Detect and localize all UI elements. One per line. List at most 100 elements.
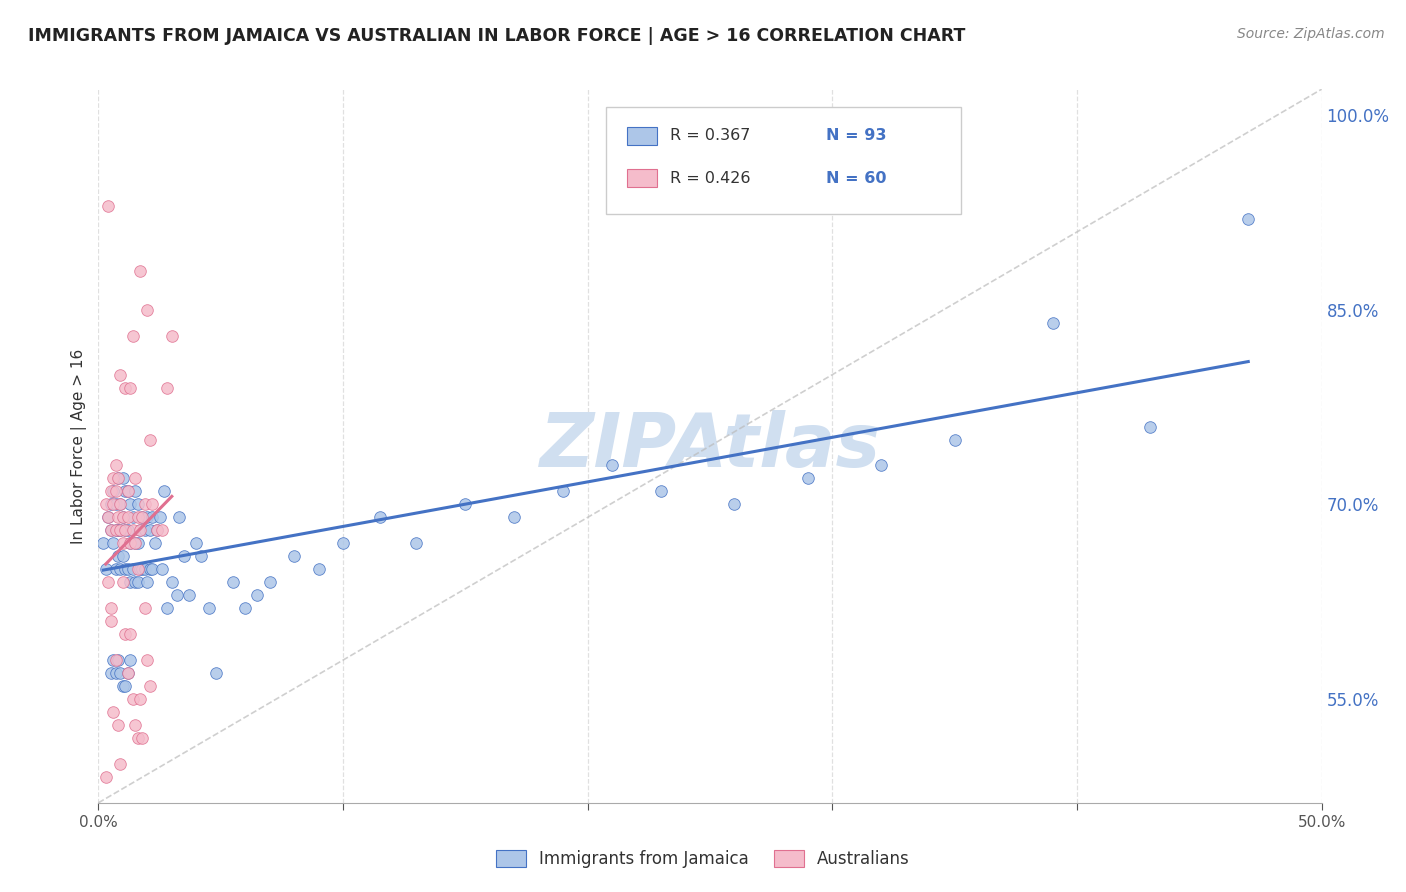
Point: [136, 510, 159, 524]
Text: R = 0.426: R = 0.426: [669, 171, 751, 186]
Point: [117, 524, 139, 538]
Point: [111, 679, 134, 693]
Point: [111, 549, 134, 564]
Point: [124, 575, 146, 590]
Point: [94, 562, 117, 576]
Point: [167, 510, 190, 524]
Point: [97, 199, 120, 213]
Point: [870, 458, 893, 473]
Point: [124, 536, 146, 550]
Point: [100, 484, 122, 499]
Point: [308, 562, 330, 576]
Point: [104, 484, 127, 499]
Point: [111, 536, 134, 550]
Legend: Immigrants from Jamaica, Australians: Immigrants from Jamaica, Australians: [489, 843, 917, 875]
Point: [110, 524, 132, 538]
Point: [117, 562, 139, 576]
Point: [120, 575, 142, 590]
Point: [124, 536, 146, 550]
Point: [146, 524, 169, 538]
Point: [129, 524, 152, 538]
Point: [94, 497, 117, 511]
Y-axis label: In Labor Force | Age > 16: In Labor Force | Age > 16: [72, 349, 87, 543]
Point: [153, 484, 176, 499]
Point: [104, 497, 127, 511]
Point: [100, 666, 122, 681]
Point: [332, 536, 354, 550]
Point: [104, 653, 127, 667]
Point: [120, 627, 142, 641]
Point: [160, 328, 183, 343]
Point: [110, 368, 132, 382]
Point: [101, 484, 124, 499]
Point: [110, 497, 132, 511]
Point: [139, 679, 162, 693]
Point: [107, 549, 129, 564]
Point: [141, 510, 163, 524]
Point: [94, 770, 117, 784]
Point: [233, 601, 256, 615]
Point: [111, 471, 134, 485]
Point: [100, 601, 122, 615]
Point: [104, 524, 127, 538]
Point: [101, 705, 124, 719]
Point: [111, 575, 134, 590]
Point: [107, 471, 129, 485]
Point: [110, 497, 132, 511]
Point: [121, 510, 143, 524]
Point: [120, 536, 142, 550]
Point: [104, 524, 127, 538]
Point: [104, 562, 127, 576]
Point: [136, 575, 159, 590]
Point: [114, 627, 136, 641]
Point: [136, 302, 159, 317]
Point: [107, 653, 129, 667]
Point: [110, 666, 132, 681]
Point: [283, 549, 305, 564]
Point: [186, 536, 208, 550]
Point: [120, 497, 142, 511]
Point: [121, 328, 143, 343]
Point: [111, 510, 134, 524]
Point: [131, 562, 153, 576]
Point: [107, 718, 129, 732]
Point: [246, 588, 269, 602]
FancyBboxPatch shape: [606, 107, 960, 214]
Point: [134, 497, 156, 511]
Point: [141, 562, 163, 576]
Point: [129, 524, 152, 538]
Point: [139, 562, 162, 576]
Point: [101, 497, 124, 511]
Point: [101, 471, 124, 485]
Point: [117, 484, 139, 499]
Point: [1042, 316, 1064, 330]
Point: [110, 524, 132, 538]
Text: N = 93: N = 93: [827, 128, 887, 143]
Point: [650, 484, 672, 499]
Point: [368, 510, 391, 524]
Point: [127, 497, 149, 511]
Point: [114, 679, 136, 693]
Point: [97, 510, 120, 524]
Point: [100, 614, 122, 628]
Point: [127, 575, 149, 590]
Point: [124, 484, 146, 499]
Point: [124, 718, 146, 732]
Point: [129, 692, 152, 706]
Point: [114, 484, 136, 499]
Point: [117, 666, 139, 681]
Point: [160, 575, 183, 590]
Point: [124, 471, 146, 485]
Point: [100, 524, 122, 538]
Point: [97, 510, 120, 524]
Point: [139, 433, 162, 447]
Point: [131, 510, 153, 524]
Point: [120, 653, 142, 667]
Point: [723, 497, 745, 511]
Point: [454, 497, 477, 511]
Point: [141, 497, 163, 511]
Point: [149, 510, 172, 524]
Point: [121, 692, 143, 706]
Point: [91, 536, 114, 550]
Point: [100, 524, 122, 538]
